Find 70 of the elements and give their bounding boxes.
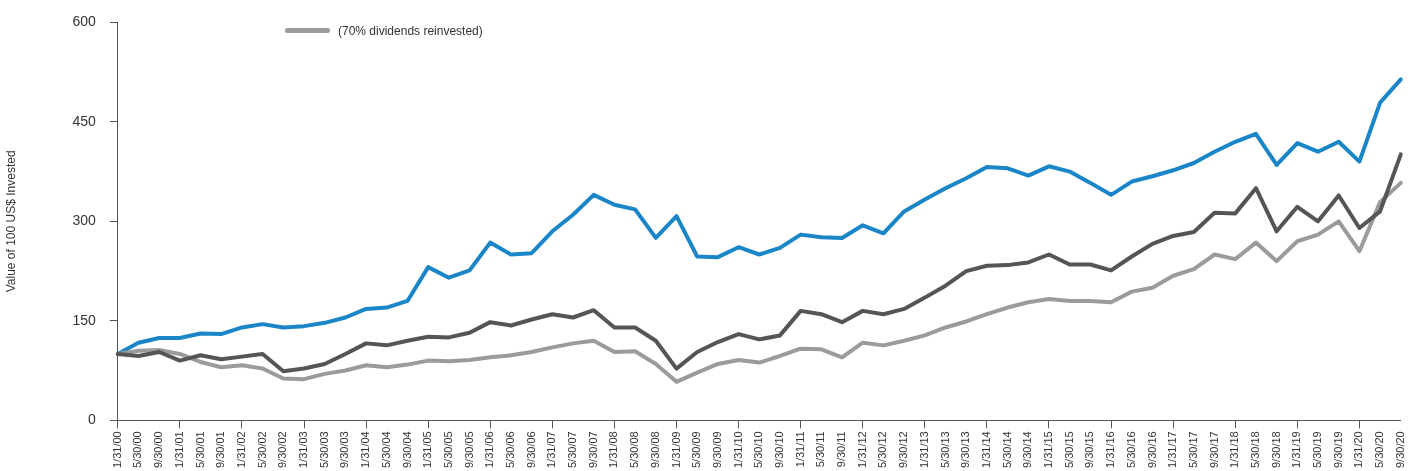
x-tick-label: 5/30/19: [1311, 431, 1324, 468]
y-tick-label: 450: [72, 112, 96, 129]
y-tick-label: 300: [72, 212, 96, 229]
x-tick-label: 1/31/11: [793, 431, 806, 468]
x-tick-label: 1/31/05: [421, 431, 434, 468]
x-tick-label: 1/31/04: [359, 431, 372, 468]
x-tick-label: 5/30/08: [628, 431, 641, 468]
x-tick-label: 5/30/14: [1000, 431, 1013, 468]
x-tick-label: 1/31/09: [669, 431, 682, 468]
x-tick-label: 9/30/11: [835, 431, 848, 468]
y-axis-title: Value of 100 US$ Invested: [3, 150, 18, 293]
x-tick-label: 5/30/01: [193, 431, 206, 468]
x-tick-label: 5/30/11: [814, 431, 827, 468]
x-tick-label: 5/30/02: [255, 431, 268, 468]
x-tick-label: 1/31/07: [545, 431, 558, 468]
x-tick-label: 9/30/07: [586, 431, 599, 468]
x-tick-label: 5/30/04: [379, 431, 392, 468]
x-tick-label: 5/30/05: [441, 431, 454, 468]
x-tick-label: 9/30/01: [214, 431, 227, 468]
x-tick-label: 5/30/18: [1248, 431, 1261, 468]
x-tick-label: 1/31/00: [110, 431, 123, 468]
x-tick-label: 1/31/08: [607, 431, 620, 468]
x-tick-label: 9/30/02: [276, 431, 289, 468]
x-tick-label: 9/30/03: [338, 431, 351, 468]
x-tick-label: 1/31/20: [1352, 431, 1365, 468]
x-tick-label: 1/31/19: [1290, 431, 1303, 468]
x-tick-label: 9/30/20: [1393, 431, 1406, 468]
x-tick-label: 5/30/16: [1124, 431, 1137, 468]
x-tick-label: 5/30/06: [503, 431, 516, 468]
x-tick-label: 5/30/13: [938, 431, 951, 468]
x-tick-label: 5/30/03: [317, 431, 330, 468]
y-tick-label: 0: [87, 411, 96, 428]
x-tick-label: 1/31/10: [731, 431, 744, 468]
x-tick-label: 1/31/18: [1228, 431, 1241, 468]
x-tick-label: 9/30/04: [400, 431, 413, 468]
x-tick-label: 1/31/06: [483, 431, 496, 468]
x-tick-label: 9/30/15: [1083, 431, 1096, 468]
y-tick-label: 600: [72, 13, 96, 30]
x-tick-label: 9/30/17: [1207, 431, 1220, 468]
x-tick-label: 9/30/13: [959, 431, 972, 468]
x-tick-label: 1/31/16: [1104, 431, 1117, 468]
x-tick-label: 1/31/01: [172, 431, 185, 468]
x-tick-label: 5/30/20: [1373, 431, 1386, 468]
x-tick-label: 9/30/16: [1145, 431, 1158, 468]
x-tick-label: 1/31/17: [1166, 431, 1179, 468]
x-tick-label: 1/31/03: [297, 431, 310, 468]
x-tick-label: 1/31/14: [979, 431, 992, 468]
x-tick-label: 5/30/00: [131, 431, 144, 468]
x-tick-label: 9/30/05: [462, 431, 475, 468]
x-tick-label: 9/30/19: [1331, 431, 1344, 468]
x-tick-label: 1/31/12: [855, 431, 868, 468]
x-tick-label: 1/31/13: [917, 431, 930, 468]
x-tick-label: 1/31/02: [234, 431, 247, 468]
x-tick-label: 9/30/00: [152, 431, 165, 468]
x-tick-label: 9/30/14: [1021, 431, 1034, 468]
x-tick-label: 9/30/10: [773, 431, 785, 468]
x-tick-label: 5/30/15: [1062, 431, 1075, 468]
x-tick-label: 9/30/06: [524, 431, 537, 468]
x-tick-label: 5/30/09: [690, 431, 703, 468]
x-tick-label: 5/30/10: [752, 431, 765, 468]
x-tick-label: 5/30/07: [566, 431, 579, 468]
x-tick-label: 9/30/08: [648, 431, 661, 468]
x-tick-label: 9/30/09: [710, 431, 723, 468]
x-tick-label: 1/31/15: [1042, 431, 1055, 468]
y-tick-label: 150: [72, 311, 96, 328]
x-tick-label: 9/30/18: [1269, 431, 1282, 468]
x-tick-label: 9/30/12: [897, 431, 910, 468]
legend-label: (70% dividends reinvested): [338, 23, 483, 38]
x-tick-label: 5/30/12: [876, 431, 889, 468]
x-tick-label: 5/30/17: [1186, 431, 1199, 468]
